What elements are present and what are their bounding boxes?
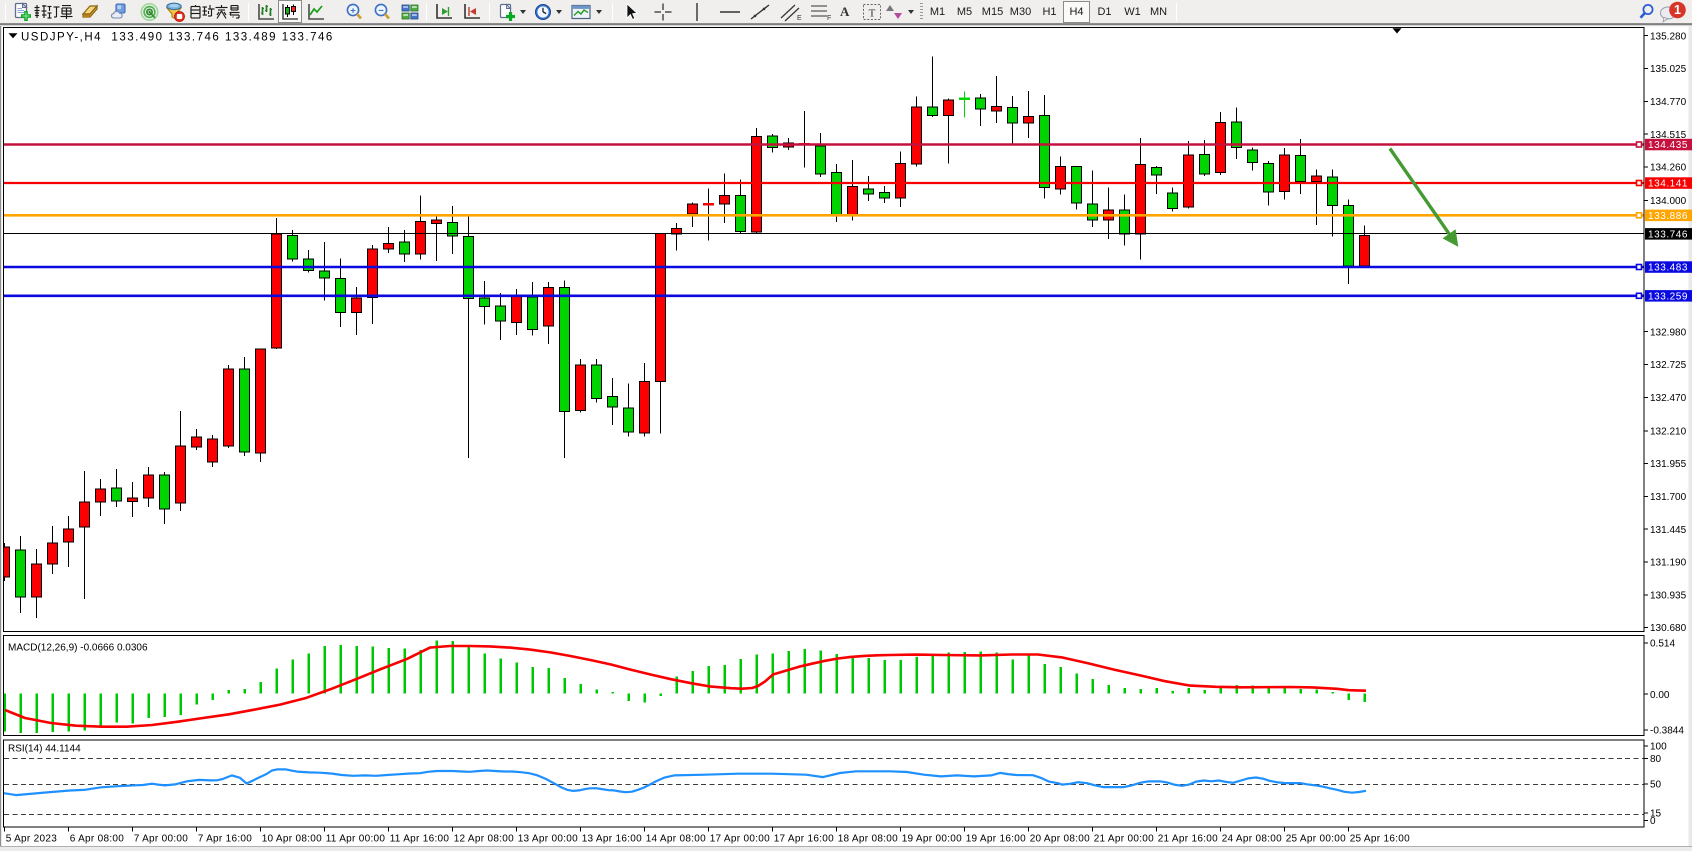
svg-text:−: − — [378, 5, 384, 16]
svg-text:10 Apr 08:00: 10 Apr 08:00 — [262, 834, 322, 845]
svg-text:131.955: 131.955 — [1650, 459, 1687, 470]
svg-text:134.141: 134.141 — [1648, 179, 1688, 190]
svg-text:+: + — [350, 5, 356, 16]
svg-text:134.260: 134.260 — [1650, 163, 1687, 174]
svg-text:USDJPY-,H4 133.490 133.746 13: USDJPY-,H4 133.490 133.746 133.489 133.7… — [21, 32, 334, 44]
svg-text:13 Apr 00:00: 13 Apr 00:00 — [518, 834, 578, 845]
svg-text:21 Apr 00:00: 21 Apr 00:00 — [1094, 834, 1154, 845]
svg-text:134.000: 134.000 — [1650, 196, 1687, 207]
svg-text:1: 1 — [1674, 3, 1681, 17]
svg-text:132.980: 132.980 — [1650, 327, 1687, 338]
svg-text:15: 15 — [1650, 809, 1662, 820]
svg-text:130.935: 130.935 — [1650, 590, 1687, 601]
svg-text:7 Apr 00:00: 7 Apr 00:00 — [134, 834, 189, 845]
svg-text:133.746: 133.746 — [1648, 229, 1688, 240]
svg-text:T: T — [869, 8, 876, 20]
svg-text:0: 0 — [1650, 816, 1656, 827]
svg-text:0.514: 0.514 — [1650, 639, 1675, 650]
svg-text:25 Apr 16:00: 25 Apr 16:00 — [1350, 834, 1410, 845]
svg-text:130.680: 130.680 — [1650, 623, 1687, 634]
svg-text:13 Apr 16:00: 13 Apr 16:00 — [582, 834, 642, 845]
svg-text:MACD(12,26,9) -0.0666 0.0306: MACD(12,26,9) -0.0666 0.0306 — [8, 643, 148, 654]
svg-text:6 Apr 08:00: 6 Apr 08:00 — [70, 834, 125, 845]
svg-text:135.280: 135.280 — [1650, 31, 1687, 42]
svg-text:18 Apr 08:00: 18 Apr 08:00 — [838, 834, 898, 845]
svg-text:17 Apr 16:00: 17 Apr 16:00 — [774, 834, 834, 845]
svg-text:133.886: 133.886 — [1648, 211, 1688, 222]
svg-text:132.725: 132.725 — [1650, 360, 1687, 371]
svg-text:F: F — [827, 15, 831, 22]
svg-text:20 Apr 08:00: 20 Apr 08:00 — [1030, 834, 1090, 845]
svg-text:133.483: 133.483 — [1648, 263, 1688, 274]
svg-text:5 Apr 2023: 5 Apr 2023 — [6, 834, 58, 845]
svg-text:100: 100 — [1650, 742, 1667, 753]
svg-text:134.770: 134.770 — [1650, 97, 1687, 108]
svg-text:17 Apr 00:00: 17 Apr 00:00 — [710, 834, 770, 845]
svg-text:12 Apr 08:00: 12 Apr 08:00 — [454, 834, 514, 845]
svg-text:11 Apr 16:00: 11 Apr 16:00 — [390, 834, 450, 845]
svg-text:132.210: 132.210 — [1650, 426, 1687, 437]
svg-text:131.700: 131.700 — [1650, 492, 1687, 503]
svg-text:80: 80 — [1650, 754, 1662, 765]
svg-text:14 Apr 08:00: 14 Apr 08:00 — [646, 834, 706, 845]
svg-text:RSI(14) 44.1144: RSI(14) 44.1144 — [8, 744, 81, 755]
svg-text:21 Apr 16:00: 21 Apr 16:00 — [1158, 834, 1218, 845]
svg-text:135.025: 135.025 — [1650, 64, 1687, 75]
svg-text:131.190: 131.190 — [1650, 558, 1687, 569]
svg-text:25 Apr 00:00: 25 Apr 00:00 — [1286, 834, 1346, 845]
svg-text:-0.3844: -0.3844 — [1650, 726, 1684, 737]
svg-text:24 Apr 08:00: 24 Apr 08:00 — [1222, 834, 1282, 845]
svg-text:19 Apr 16:00: 19 Apr 16:00 — [966, 834, 1026, 845]
svg-text:132.470: 132.470 — [1650, 393, 1687, 404]
svg-text:0.00: 0.00 — [1650, 690, 1670, 701]
svg-text:E: E — [797, 15, 802, 22]
svg-text:19 Apr 00:00: 19 Apr 00:00 — [902, 834, 962, 845]
svg-text:131.445: 131.445 — [1650, 525, 1687, 536]
svg-text:134.515: 134.515 — [1650, 130, 1687, 141]
svg-text:7 Apr 16:00: 7 Apr 16:00 — [198, 834, 253, 845]
svg-text:134.435: 134.435 — [1648, 140, 1688, 151]
svg-text:133.259: 133.259 — [1648, 291, 1688, 302]
svg-text:11 Apr 00:00: 11 Apr 00:00 — [326, 834, 386, 845]
svg-text:50: 50 — [1650, 780, 1662, 791]
